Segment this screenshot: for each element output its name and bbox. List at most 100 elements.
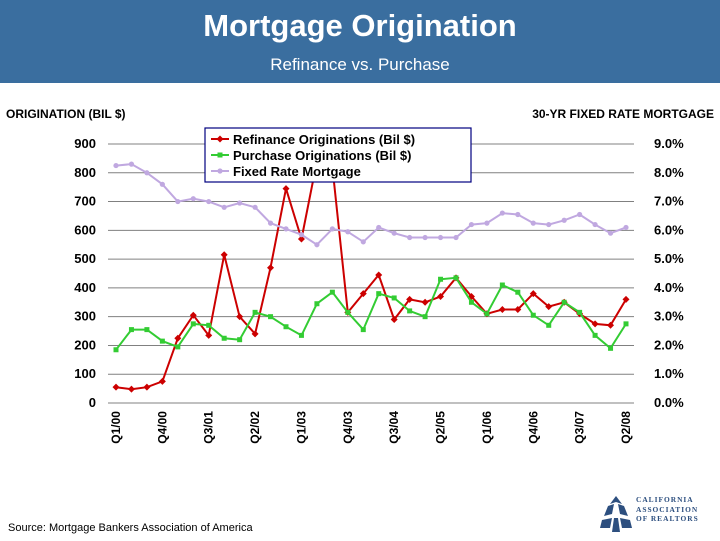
purchase-point [329,289,335,295]
left-tick-label: 0 [89,395,96,410]
purchase-point [546,322,552,328]
page-subtitle: Refinance vs. Purchase [270,55,450,74]
refinance-point [143,383,151,391]
right-axis-title: 30-YR FIXED RATE MORTGAGE [532,107,714,121]
rate-point [329,226,335,232]
refinance-point [591,320,599,328]
purchase-point [484,311,490,317]
x-tick-label: Q2/08 [619,411,633,444]
rate-point [190,196,196,202]
refinance-point [251,330,259,338]
purchase-point [159,338,165,344]
refinance-point [622,295,630,303]
left-tick-label: 600 [74,222,96,237]
x-tick-label: Q2/02 [248,411,262,444]
rate-point [437,234,444,241]
logo-line-1: CALIFORNIA [636,495,694,504]
x-tick-label: Q1/03 [294,411,308,444]
refinance-point [127,385,135,393]
rate-point [128,161,135,167]
purchase-point [206,322,212,328]
purchase-point [345,309,351,315]
page-title: Mortgage Origination [203,8,517,43]
series-line-2 [115,163,627,246]
rate-point [113,162,119,169]
purchase-point [438,276,444,282]
rate-point [484,220,490,226]
refinance-point [297,235,305,243]
rate-point [453,234,459,241]
rate-point [267,220,274,226]
rate-point [175,198,181,205]
legend-label: Fixed Rate Mortgage [233,164,361,179]
refinance-point [359,290,367,298]
left-axis-title: ORIGINATION (BIL $) [6,107,126,121]
refinance-point [267,264,275,272]
purchase-point [314,301,320,307]
right-tick-label: 1.0% [654,366,684,381]
purchase-point [608,345,614,351]
refinance-point [406,295,414,303]
refinance-point [375,271,383,279]
purchase-point [561,299,567,305]
refinance-point [236,313,244,321]
purchase-point [268,314,274,320]
right-tick-label: 5.0% [654,251,684,266]
refinance-point [189,311,197,319]
right-tick-label: 7.0% [654,194,684,209]
refinance-point [220,251,228,259]
purchase-point [221,335,227,341]
legend-marker [217,152,223,158]
x-tick-label: Q3/04 [387,411,401,444]
left-tick-label: 200 [74,337,96,352]
x-tick-label: Q3/01 [202,411,216,444]
x-tick-label: Q2/05 [434,411,448,444]
right-tick-label: 3.0% [654,309,684,324]
right-tick-label: 8.0% [654,165,684,180]
refinance-point [174,334,182,342]
rate-point [607,230,614,236]
purchase-point [422,314,428,320]
left-tick-label: 800 [74,165,96,180]
legend-label: Purchase Originations (Bil $) [233,148,411,163]
x-tick-label: Q4/06 [526,411,540,444]
logo-line-3: OF REALTORS [636,514,699,523]
rate-point [592,221,598,228]
purchase-point [592,332,598,338]
right-tick-label: 6.0% [654,222,684,237]
refinance-point [437,293,445,301]
purchase-point [623,321,629,327]
rate-point [530,220,536,226]
refinance-point [282,185,290,193]
title-banner: Mortgage Origination Refinance vs. Purch… [0,0,720,83]
purchase-point [407,308,413,314]
rate-point [237,200,243,206]
purchase-point [391,295,397,301]
x-tick-label: Q1/00 [109,411,123,444]
rate-point [391,230,397,236]
purchase-point [175,344,181,350]
left-tick-label: 700 [74,194,96,209]
purchase-point [128,327,134,333]
purchase-point [144,327,150,333]
rate-point [221,204,227,210]
refinance-point [421,298,429,306]
legend-marker [217,168,223,174]
refinance-point [498,305,506,313]
rate-point [407,234,413,241]
car-logo: CALIFORNIA ASSOCIATION OF REALTORS [598,494,716,536]
rate-point [206,198,212,205]
car-logo-wordmark: CALIFORNIA ASSOCIATION OF REALTORS [636,495,699,524]
purchase-point [577,309,583,315]
x-tick-label: Q4/03 [341,411,355,444]
left-tick-label: 300 [74,309,96,324]
right-tick-label: 2.0% [654,337,684,352]
left-tick-label: 100 [74,366,96,381]
logo-line-2: ASSOCIATION [636,504,699,514]
rate-point [360,239,366,245]
refinance-point [112,383,120,391]
purchase-point [252,309,258,315]
rate-point [144,170,150,176]
x-tick-label: Q1/06 [480,411,494,444]
refinance-point [514,305,522,313]
